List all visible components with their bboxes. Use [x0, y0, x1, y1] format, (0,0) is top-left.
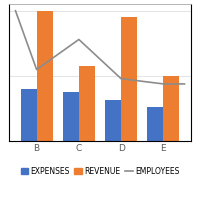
- Bar: [37, 11, 53, 141]
- Bar: [163, 76, 179, 141]
- Legend: EXPENSES, REVENUE, EMPLOYEES: EXPENSES, REVENUE, EMPLOYEES: [18, 164, 182, 179]
- Bar: [105, 100, 121, 141]
- Bar: [121, 17, 137, 141]
- Bar: [79, 66, 95, 141]
- Bar: [21, 89, 37, 141]
- Bar: [147, 107, 163, 141]
- Bar: [63, 92, 79, 141]
